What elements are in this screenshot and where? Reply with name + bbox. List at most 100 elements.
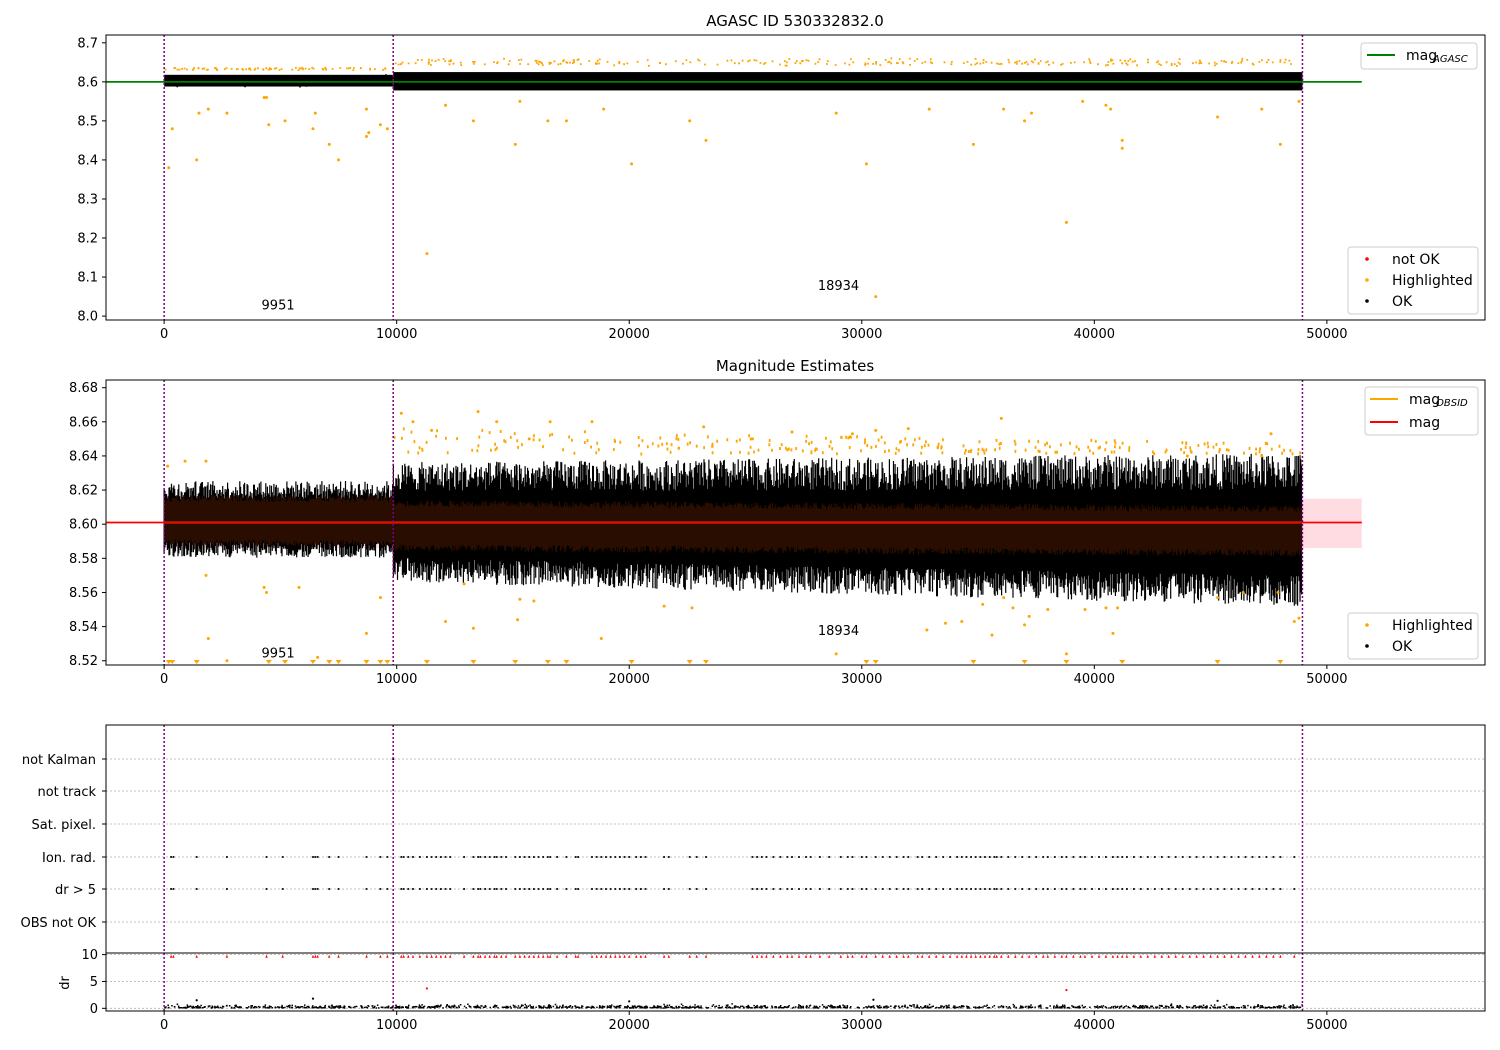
dr-outlier-point xyxy=(195,999,198,1002)
agasc-y-tick-label: 8.1 xyxy=(77,271,98,286)
estimates-highlighted-point xyxy=(960,619,964,623)
agasc-highlighted-point xyxy=(546,119,550,123)
dr-panel: 0 10000 20000 30000 40000 50000 0 5 10 dr xyxy=(58,948,1486,1033)
estimates-highlighted-point xyxy=(471,626,475,630)
estimates-highlighted-point xyxy=(378,596,382,600)
agasc-highlighted-point xyxy=(167,166,171,170)
agasc-legend-mag-label: mag xyxy=(1406,48,1437,64)
estimates-title: Magnitude Estimates xyxy=(716,357,874,375)
estimates-x-tick-label: 20000 xyxy=(609,672,650,687)
agasc-highlighted-point xyxy=(425,252,429,256)
estimates-highlighted-point xyxy=(1111,631,1115,635)
estimates-highlighted-point xyxy=(1083,608,1087,612)
estimates-y-tick-label: 8.58 xyxy=(69,552,98,567)
agasc-title: AGASC ID 530332832.0 xyxy=(706,12,884,30)
estimates-highlighted-point xyxy=(518,597,522,601)
dr-ok-points xyxy=(164,1003,1303,1009)
agasc-axes-frame xyxy=(105,34,1486,321)
dr-x-tick-label: 30000 xyxy=(841,1018,882,1033)
estimates-highlighted-point xyxy=(702,425,706,429)
dr-x-tick-label: 0 xyxy=(160,1018,168,1033)
estimates-clipped-marker xyxy=(384,660,391,664)
agasc-legend-highlighted-marker xyxy=(1365,278,1369,282)
estimates-highlighted-point xyxy=(264,590,268,594)
estimates-clipped-marker xyxy=(544,660,551,664)
estimates-legend-ok-label: OK xyxy=(1392,639,1413,655)
estimates-highlighted-point xyxy=(925,628,929,632)
estimates-x-tick-label: 10000 xyxy=(376,672,417,687)
agasc-highlighted-point xyxy=(1081,99,1085,103)
estimates-clipped-marker xyxy=(1021,660,1028,664)
estimates-highlighted-point xyxy=(430,428,434,432)
agasc-highlighted-point xyxy=(927,107,931,111)
estimates-highlighted-point xyxy=(906,427,910,431)
estimates-highlighted-point xyxy=(166,464,170,468)
estimates-obsid-annotation: 18934 xyxy=(818,624,859,639)
estimates-highlighted-point xyxy=(690,606,694,610)
estimates-plot-area xyxy=(106,380,1362,665)
agasc-highlighted-point xyxy=(471,119,475,123)
estimates-clipped-marker xyxy=(628,660,635,664)
estimates-y-tick-label: 8.54 xyxy=(69,620,98,635)
estimates-clipped-marker xyxy=(470,660,477,664)
agasc-highlighted-point xyxy=(197,111,201,115)
agasc-legend-ok-label: OK xyxy=(1392,294,1413,310)
agasc-highlighted-point xyxy=(311,127,315,131)
dr-plot-area xyxy=(106,953,1485,1011)
estimates-highlighted-point xyxy=(1116,606,1120,610)
estimates-highlighted-point xyxy=(1297,616,1301,620)
estimates-x-tick-label: 30000 xyxy=(841,672,882,687)
estimates-clipped-marker xyxy=(335,660,342,664)
estimates-x-tick-label: 50000 xyxy=(1306,672,1347,687)
agasc-highlighted-point xyxy=(1030,111,1034,115)
estimates-y-tick-label: 8.60 xyxy=(69,518,98,533)
estimates-highlighted-point xyxy=(225,659,229,663)
dr-clipped-markers xyxy=(169,954,1296,958)
estimates-highlighted-point xyxy=(1269,432,1273,436)
agasc-highlighted-point xyxy=(283,119,287,123)
estimates-highlighted-point xyxy=(476,410,480,414)
estimates-obsid-annotation: 9951 xyxy=(262,646,295,661)
estimates-y-tick-label: 8.62 xyxy=(69,484,98,499)
estimates-highlighted-point xyxy=(1276,590,1280,594)
estimates-highlighted-point xyxy=(834,652,838,656)
estimates-highlighted-point xyxy=(790,430,794,434)
flags-category-label: OBS not OK xyxy=(21,916,97,931)
estimates-legend-upper: mag OBSID mag xyxy=(1364,386,1479,436)
agasc-x-tick-label: 50000 xyxy=(1306,327,1347,342)
dr-y-tick-label: 5 xyxy=(90,975,98,990)
estimates-clipped-marker xyxy=(1214,660,1221,664)
agasc-highlighted-point xyxy=(704,138,708,142)
agasc-legend-mag-subscript: AGASC xyxy=(1432,54,1468,65)
estimates-highlighted-point xyxy=(1241,590,1245,594)
agasc-highlighted-point xyxy=(864,162,868,166)
flags-category-label: not Kalman xyxy=(22,753,96,768)
estimates-legend-ok-marker xyxy=(1365,644,1369,648)
flags-category-label: Ion. rad. xyxy=(42,851,96,866)
agasc-highlighted-point xyxy=(564,119,568,123)
estimates-highlighted-point xyxy=(1027,614,1031,618)
estimates-legend-mag-label: mag xyxy=(1409,415,1440,431)
estimates-legend-obsid-subscript: OBSID xyxy=(1436,398,1468,409)
flags-category-label: dr > 5 xyxy=(55,883,96,898)
agasc-x-tick-label: 10000 xyxy=(376,327,417,342)
estimates-clipped-marker xyxy=(326,660,333,664)
agasc-legend-highlighted-label: Highlighted xyxy=(1392,273,1473,289)
agasc-y-tick-label: 8.4 xyxy=(77,153,98,168)
estimates-y-tick-label: 8.68 xyxy=(69,381,98,396)
estimates-clipped-marker xyxy=(512,660,519,664)
estimates-legend-lower-box xyxy=(1347,612,1479,660)
agasc-highlighted-point xyxy=(1297,99,1301,103)
agasc-highlighted-point xyxy=(630,162,634,166)
estimates-highlighted-point xyxy=(364,631,368,635)
agasc-ticks: 0 10000 20000 30000 40000 50000 8.0 8.1 8.2 8.3 8.… xyxy=(77,36,1347,342)
dr-y-tick-label: 0 xyxy=(90,1002,98,1017)
dr-x-tick-label: 50000 xyxy=(1306,1018,1347,1033)
estimates-clipped-marker xyxy=(872,660,879,664)
estimates-highlighted-point xyxy=(527,437,531,441)
estimates-highlighted-point xyxy=(1011,606,1015,610)
agasc-panel: AGASC ID 530332832.0 0 10000 20000 30000 400… xyxy=(77,12,1486,342)
estimates-clipped-marker xyxy=(282,660,289,664)
estimates-highlighted-point xyxy=(399,411,403,415)
estimates-legend-obsid-label: mag xyxy=(1409,392,1440,408)
